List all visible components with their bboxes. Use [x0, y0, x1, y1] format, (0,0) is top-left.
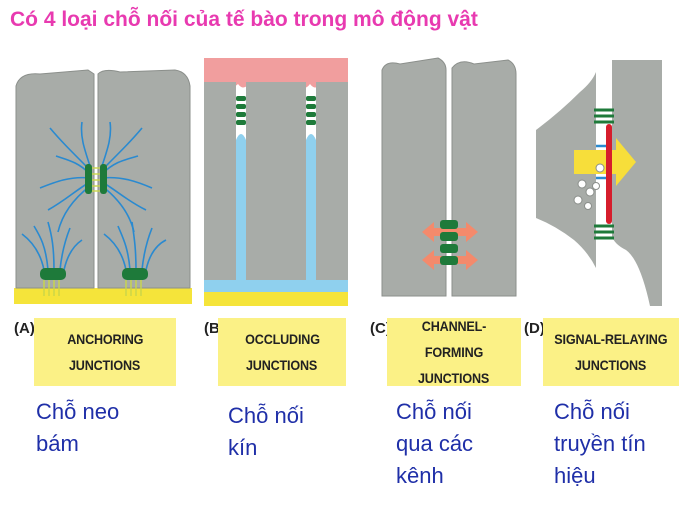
caption-line: bám [36, 431, 79, 456]
label-line-2: JUNCTIONS [69, 357, 141, 373]
cell-left [204, 82, 236, 280]
matrix-layer [204, 292, 348, 306]
caption-line: kênh [396, 463, 444, 488]
caption-line: Chỗ nối [396, 399, 472, 424]
caption-occluding: Chỗ nối kín [228, 400, 304, 464]
label-line-2: JUNCTIONS [575, 357, 647, 373]
tight-junction-strands [236, 96, 316, 125]
desmosome-left [85, 164, 92, 194]
label-line-2: JUNCTIONS [418, 370, 490, 386]
intercellular-space-left [236, 134, 246, 280]
hemidesmosome-left [40, 268, 66, 280]
panel-a-letter: (A) [14, 320, 35, 337]
synaptic-adhesion [594, 108, 614, 240]
label-signal-relaying-junctions: SIGNAL-RELAYING JUNCTIONS [543, 318, 679, 386]
caption-signal-relaying: Chỗ nối truyền tín hiệu [554, 396, 646, 492]
cell-middle [246, 82, 306, 280]
cytoskeleton-filaments [21, 121, 167, 271]
panel-b-illustration [204, 58, 348, 306]
page-title: Có 4 loại chỗ nối của tế bào trong mô độ… [10, 8, 478, 31]
caption-line: hiệu [554, 463, 596, 488]
caption-line: truyền tín [554, 431, 646, 456]
desmosome-right [100, 164, 107, 194]
caption-line: Chỗ neo [36, 399, 120, 424]
panel-d-letter: (D) [524, 320, 545, 337]
caption-line: qua các [396, 431, 474, 456]
signal-arrow [574, 138, 636, 186]
label-line-1: CHANNEL-FORMING [421, 318, 487, 360]
caption-line: Chỗ nối [554, 399, 630, 424]
label-channel-forming-junctions: CHANNEL-FORMING JUNCTIONS [387, 318, 521, 386]
panel-d-illustration [536, 60, 662, 306]
cell-left [15, 69, 95, 289]
lumen-villi [204, 58, 348, 88]
cell-right [316, 82, 348, 280]
caption-channel-forming: Chỗ nối qua các kênh [396, 396, 473, 492]
label-line-1: ANCHORING [66, 331, 144, 347]
gap-junction-channels [440, 220, 458, 265]
intercellular-space-right [306, 134, 316, 280]
postsynaptic-cell [612, 60, 662, 306]
label-anchoring-junctions: ANCHORING JUNCTIONS [34, 318, 176, 386]
matrix-layer [14, 288, 192, 304]
panel-a-illustration [14, 69, 192, 304]
label-line-2: JUNCTIONS [246, 357, 318, 373]
panel-c-illustration [381, 57, 517, 297]
caption-line: Chỗ nối [228, 403, 304, 428]
presynaptic-cell [536, 72, 596, 268]
caption-line: kín [228, 435, 258, 460]
label-line-1: SIGNAL-RELAYING [554, 331, 668, 347]
caption-anchoring: Chỗ neo bám [36, 396, 119, 460]
receptor [606, 124, 612, 224]
label-line-1: OCCLUDING [244, 331, 320, 347]
intercellular-fluid [204, 280, 348, 292]
hemidesmosome-right [122, 268, 148, 280]
panel-c-letter: (C) [370, 320, 391, 337]
vesicles [573, 163, 605, 210]
label-occluding-junctions: OCCLUDING JUNCTIONS [218, 318, 346, 386]
